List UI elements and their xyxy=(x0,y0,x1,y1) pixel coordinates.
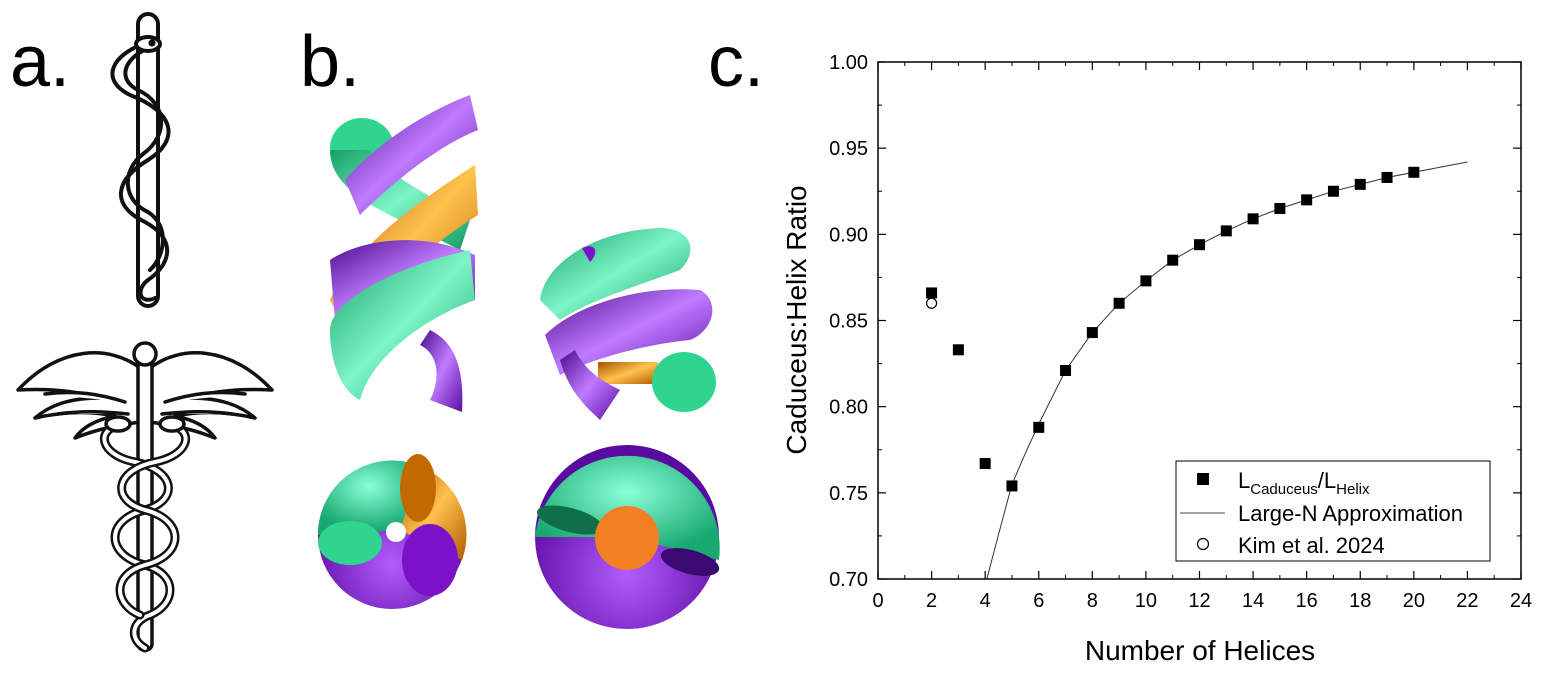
data-point-square xyxy=(1006,480,1018,492)
y-tick-label: 0.90 xyxy=(829,224,868,246)
data-point-square xyxy=(1408,166,1420,178)
y-axis-title: Caduceus:Helix Ratio xyxy=(781,185,812,454)
data-point-square xyxy=(1140,275,1152,287)
x-tick-label: 22 xyxy=(1456,590,1478,612)
y-tick-label: 1.00 xyxy=(829,52,868,74)
data-point-square xyxy=(1060,364,1072,376)
data-point-square xyxy=(1301,194,1313,206)
legend-box xyxy=(1175,460,1491,562)
data-point-square xyxy=(979,458,991,470)
legend-L: L xyxy=(1238,468,1250,493)
x-tick-label: 18 xyxy=(1349,590,1371,612)
data-point-square xyxy=(1167,254,1179,266)
data-point-circle xyxy=(925,297,938,309)
data-point-square xyxy=(1086,327,1098,339)
data-point-square xyxy=(1194,239,1205,251)
x-tick-label: 6 xyxy=(1033,590,1044,612)
data-point-square xyxy=(1113,297,1125,309)
panel-label-a: a. xyxy=(10,22,71,102)
legend-label-ratio: LCaduceus/LHelix xyxy=(1238,468,1370,498)
data-point-square xyxy=(1220,225,1232,237)
y-tick-label: 0.70 xyxy=(829,569,868,591)
legend: LCaduceus/LHelix Large-N Approximation K… xyxy=(1175,460,1491,562)
legend-label-approx: Large-N Approximation xyxy=(1238,501,1463,526)
data-point-square xyxy=(1033,421,1045,433)
legend-sub-helix: Helix xyxy=(1336,481,1370,498)
data-point-square xyxy=(1274,202,1286,214)
data-point-square xyxy=(1247,213,1259,225)
y-tick-label: 0.75 xyxy=(829,483,868,505)
y-tick-label: 0.80 xyxy=(829,397,868,419)
data-point-square xyxy=(952,344,964,356)
x-axis-title: Number of Helices xyxy=(1085,635,1315,666)
y-tick-label: 0.85 xyxy=(829,311,868,333)
panel-label-c: c. xyxy=(708,22,765,102)
x-tick-label: 4 xyxy=(980,590,991,612)
x-tick-label: 8 xyxy=(1087,590,1098,612)
x-tick-label: 24 xyxy=(1510,590,1532,612)
data-point-square xyxy=(1327,185,1339,197)
x-tick-label: 10 xyxy=(1135,590,1157,612)
x-tick-label: 16 xyxy=(1296,590,1318,612)
x-tick-label: 2 xyxy=(926,590,937,612)
legend-sub-caduceus: Caduceus xyxy=(1250,481,1318,498)
legend-label-kim: Kim et al. 2024 xyxy=(1238,533,1385,558)
data-point-square xyxy=(1381,171,1393,183)
x-tick-label: 0 xyxy=(872,590,883,612)
legend-slash-L: /L xyxy=(1318,468,1336,493)
x-tick-label: 20 xyxy=(1403,590,1425,612)
data-point-square xyxy=(1354,178,1366,190)
legend-marker-square xyxy=(1197,473,1209,485)
x-tick-label: 14 xyxy=(1242,590,1264,612)
data-point-square xyxy=(926,287,938,299)
x-tick-label: 12 xyxy=(1188,590,1210,612)
panel-label-b: b. xyxy=(300,22,361,102)
y-tick-label: 0.95 xyxy=(829,138,868,160)
legend-marker-circle xyxy=(1196,537,1210,551)
